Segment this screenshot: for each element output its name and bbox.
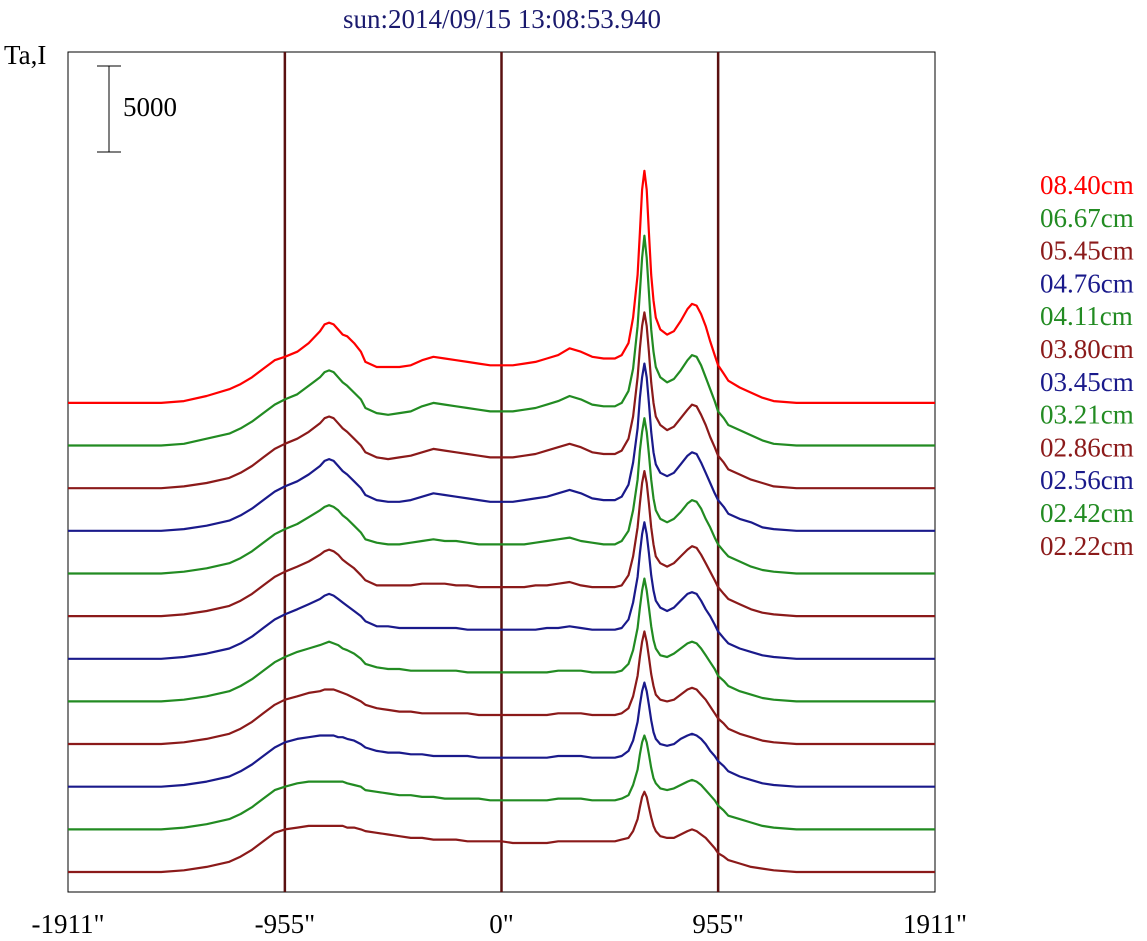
legend-entry: 03.21cm xyxy=(1040,400,1134,430)
y-axis-label: Ta,I xyxy=(4,40,46,70)
x-tick-label: 1911" xyxy=(903,909,967,939)
legend-entry: 08.40cm xyxy=(1040,170,1134,200)
series-line-02.42cm xyxy=(68,734,935,831)
series-line-04.11cm xyxy=(68,417,935,575)
series-line-02.56cm xyxy=(68,681,935,788)
legend-entry: 02.22cm xyxy=(1040,531,1134,561)
x-tick-label: 0" xyxy=(489,909,514,939)
series-line-06.67cm xyxy=(68,234,935,447)
legend-entry: 02.86cm xyxy=(1040,432,1134,462)
legend: 08.40cm06.67cm05.45cm04.76cm04.11cm03.80… xyxy=(1040,170,1134,561)
series-line-03.21cm xyxy=(68,577,935,703)
x-tick-label: -1911" xyxy=(31,909,104,939)
x-tick-labels: -1911" -955" 0" 955" 1911" xyxy=(31,909,967,939)
legend-entry: 04.76cm xyxy=(1040,268,1134,298)
x-tick-label: 955" xyxy=(692,909,744,939)
legend-entry: 06.67cm xyxy=(1040,203,1134,233)
legend-entry: 05.45cm xyxy=(1040,236,1134,266)
chart-title: sun:2014/09/15 13:08:53.940 xyxy=(343,4,661,34)
legend-entry: 03.80cm xyxy=(1040,334,1134,364)
series-line-05.45cm xyxy=(68,311,935,490)
scale-bar-label: 5000 xyxy=(123,92,177,122)
legend-entry: 03.45cm xyxy=(1040,367,1134,397)
series-line-03.45cm xyxy=(68,521,935,660)
legend-entry: 04.11cm xyxy=(1040,301,1133,331)
scale-bar: 5000 xyxy=(97,65,177,153)
legend-entry: 02.56cm xyxy=(1040,465,1134,495)
reference-lines xyxy=(283,52,720,892)
series-line-03.80cm xyxy=(68,470,935,618)
x-tick-label: -955" xyxy=(255,909,316,939)
series-line-02.86cm xyxy=(68,630,935,746)
series-line-08.40cm xyxy=(68,169,935,404)
series-lines xyxy=(68,169,935,874)
legend-entry: 02.42cm xyxy=(1040,498,1134,528)
series-line-04.76cm xyxy=(68,362,935,532)
series-line-02.22cm xyxy=(68,790,935,874)
